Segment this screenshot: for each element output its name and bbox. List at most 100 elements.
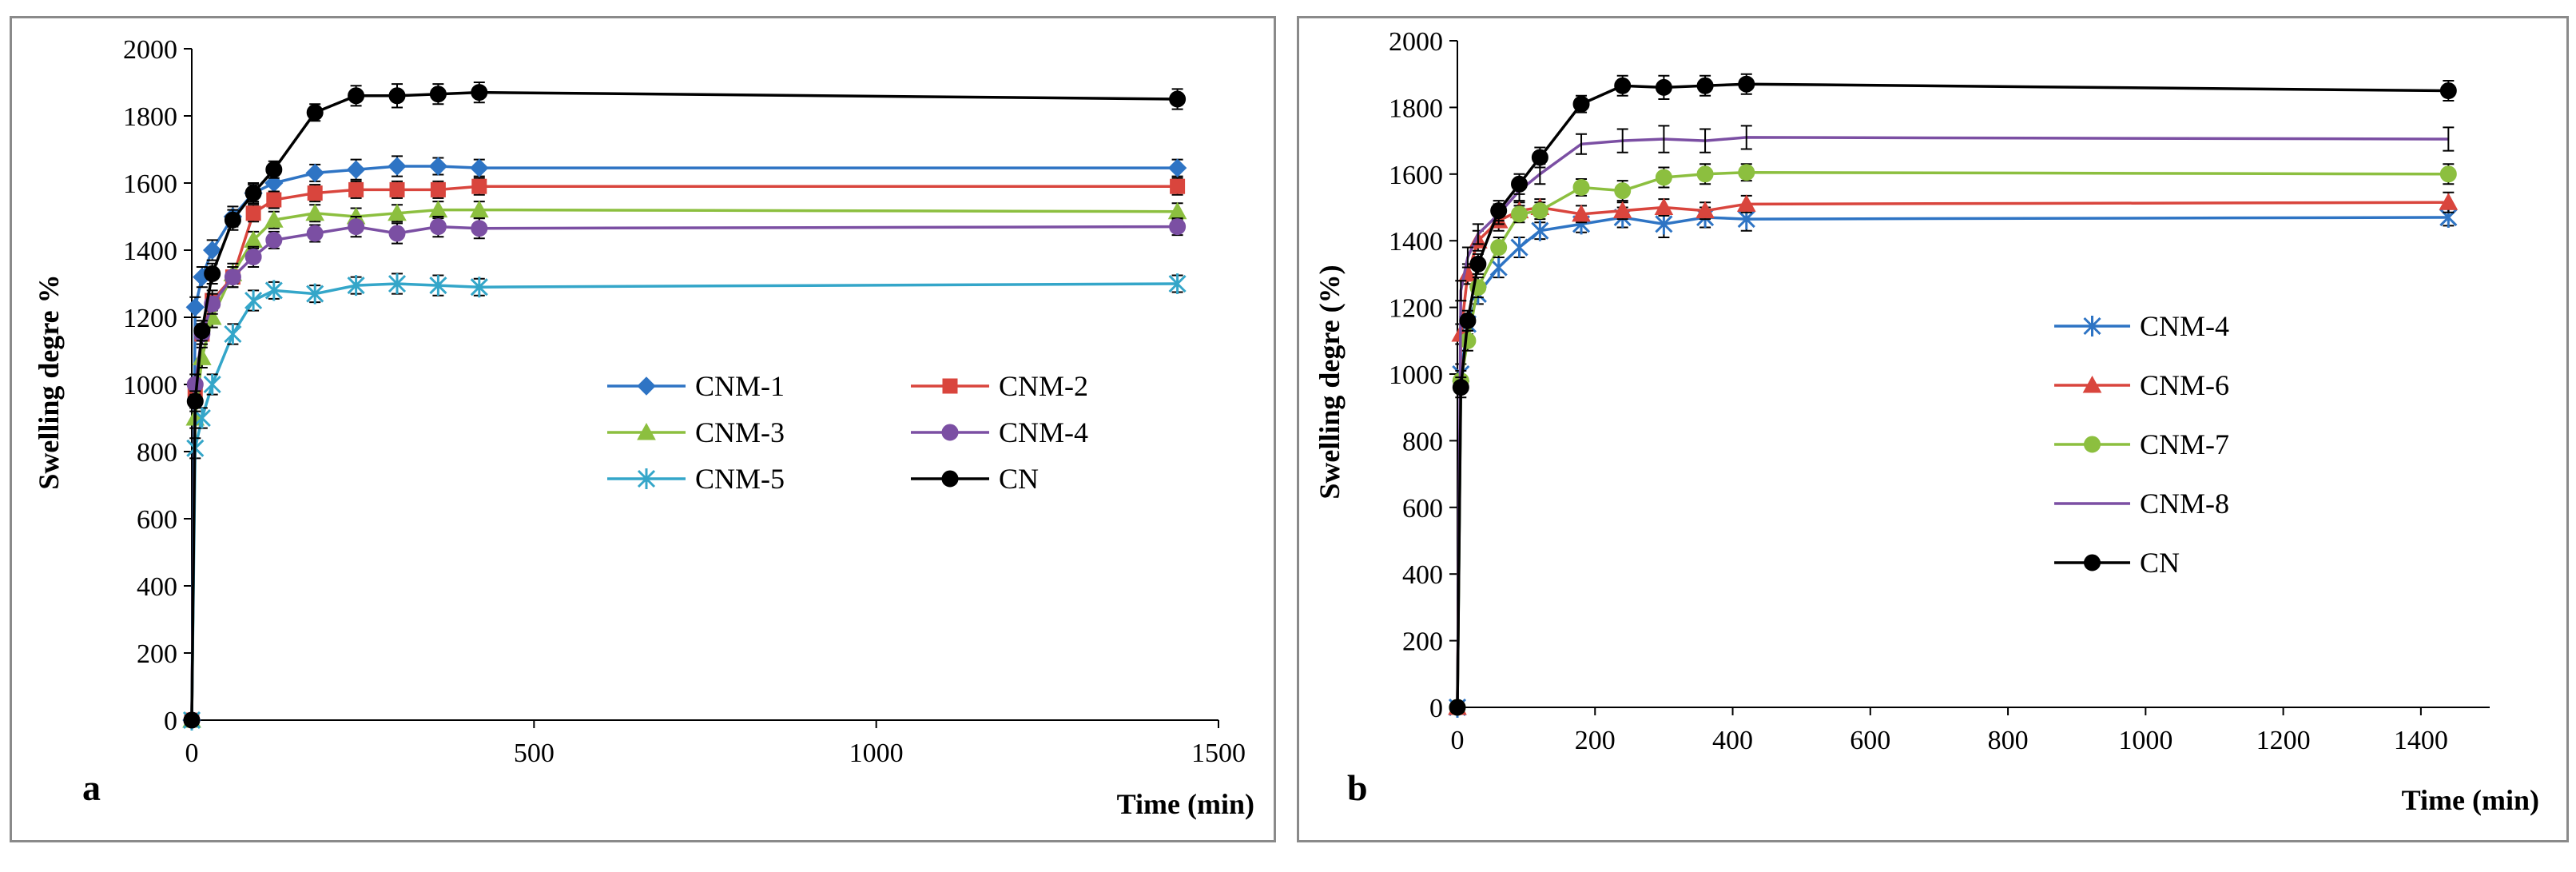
chart-b-legend-label-cnm-6: CNM-6 xyxy=(2140,369,2229,401)
chart-b-x-tick-label: 1400 xyxy=(2394,726,2448,755)
chart-a-legend-marker-cnm-5 xyxy=(637,468,656,489)
chart-b-point-cnm-7 xyxy=(1738,164,1755,181)
chart-a-point-cnm-5 xyxy=(347,275,365,297)
chart-b-point-cn xyxy=(1452,379,1469,396)
chart-b-error-bar xyxy=(1658,125,1670,153)
chart-a-legend-label-cnm-4: CNM-4 xyxy=(999,416,1088,448)
chart-a-point-cnm-2 xyxy=(307,185,323,201)
chart-b-y-tick-label: 400 xyxy=(1402,560,1443,590)
chart-a-point-cnm-4 xyxy=(471,220,488,237)
chart-b-point-cn xyxy=(1738,75,1755,93)
chart-a-y-tick-label: 2000 xyxy=(123,35,177,65)
chart-a-point-cnm-5 xyxy=(429,275,447,297)
chart-a-legend-label-cn: CN xyxy=(999,463,1039,495)
chart-b-point-cnm-4 xyxy=(1510,237,1529,258)
chart-a-point-cnm-5 xyxy=(264,280,283,301)
chart-b-y-tick-label: 1000 xyxy=(1389,360,1443,390)
chart-b-error-bar xyxy=(1455,280,1467,302)
chart-b-y-tick-label: 600 xyxy=(1402,494,1443,524)
chart-b-line-cnm-7 xyxy=(1456,170,2449,708)
chart-a-point-cnm-1 xyxy=(388,157,407,176)
chart-b-point-cnm-7 xyxy=(2439,165,2457,183)
chart-b-point-cn xyxy=(1572,95,1590,113)
chart-b-x-tick-label: 200 xyxy=(1575,726,1616,755)
chart-b-point-cn xyxy=(1469,255,1487,273)
chart-b-point-cnm-6 xyxy=(1736,194,1756,212)
chart-b-y-tick-label: 1400 xyxy=(1389,227,1443,257)
chart-b-point-cnm-7 xyxy=(1490,239,1508,257)
chart-b-legend-label-cn: CN xyxy=(2140,547,2180,579)
chart-a-y-tick-label: 1800 xyxy=(123,102,177,132)
chart-b-x-axis-title: Time (min) xyxy=(2402,784,2539,816)
chart-a-legend-marker-cnm-1 xyxy=(637,376,656,396)
chart-a-x-tick-label: 1500 xyxy=(1191,739,1246,768)
chart-b-y-tick-label: 200 xyxy=(1402,627,1443,657)
chart-b-legend-label-cnm-4: CNM-4 xyxy=(2140,310,2229,342)
chart-a-point-cnm-3 xyxy=(305,203,325,221)
chart-a-point-cnm-5 xyxy=(193,408,211,428)
chart-b-x-tick-label: 1200 xyxy=(2256,726,2311,755)
chart-a-point-cnm-5 xyxy=(244,290,263,311)
chart-a-point-cnm-3 xyxy=(469,200,489,218)
chart-b-series-cn xyxy=(1449,73,2457,716)
chart-a-series-cnm-5 xyxy=(182,273,1187,731)
chart-b-legend-marker-cnm-6 xyxy=(2082,375,2102,393)
chart-a-legend-marker-cnm-4 xyxy=(941,424,959,441)
chart-b-panel-letter: b xyxy=(1347,767,1368,808)
chart-b-y-tick-label: 1600 xyxy=(1389,161,1443,190)
chart-b-y-axis-title: Swelling degre (%) xyxy=(1314,265,1346,499)
chart-b-point-cnm-6 xyxy=(1572,204,1591,222)
chart-a-point-cn xyxy=(183,711,201,729)
chart-b-y-tick-label: 1200 xyxy=(1389,294,1443,324)
chart-b-y-tick-label: 2000 xyxy=(1389,27,1443,57)
chart-a-point-cn xyxy=(204,265,221,282)
chart-a-point-cnm-1 xyxy=(202,241,222,260)
chart-b-point-cn xyxy=(1614,77,1632,94)
chart-a-legend: CNM-1 CNM-2 CNM-3 CNM-4 CNM-5 CN xyxy=(607,370,1088,495)
chart-b-point-cnm-7 xyxy=(1459,332,1477,349)
chart-a-point-cnm-4 xyxy=(244,248,262,265)
chart-a-point-cn xyxy=(429,86,447,103)
chart-a-point-cnm-4 xyxy=(265,231,283,249)
chart-a-point-cnm-2 xyxy=(430,181,446,197)
chart-b-legend: CNM-4 CNM-6 CNM-7 CNM-8 CN xyxy=(2054,310,2229,579)
chart-b-series-cnm-4 xyxy=(1448,206,2458,718)
chart-a-point-cnm-1 xyxy=(305,163,324,183)
chart-a-point-cnm-2 xyxy=(266,192,282,208)
chart-a-point-cnm-4 xyxy=(306,225,324,242)
chart-b-point-cnm-6 xyxy=(2439,193,2459,210)
chart-a-y-tick-label: 800 xyxy=(137,438,177,468)
chart-b-legend-label-cnm-7: CNM-7 xyxy=(2140,428,2229,460)
chart-b-legend-marker-cnm-4 xyxy=(2083,316,2101,336)
chart-a-y-tick-label: 200 xyxy=(137,639,177,669)
chart-panel-a: 0 200 400 600 800 1000 1200 1400 1600 1800 2000 0 50… xyxy=(10,16,1276,842)
chart-a-point-cnm-2 xyxy=(389,181,405,197)
chart-a-y-tick-label: 1600 xyxy=(123,169,177,199)
chart-a-point-cnm-4 xyxy=(1169,218,1187,236)
chart-a-point-cnm-4 xyxy=(224,269,241,286)
chart-b-point-cn xyxy=(1511,175,1529,193)
chart-a-point-cnm-2 xyxy=(471,178,487,194)
chart-a-y-tick-label: 400 xyxy=(137,572,177,602)
chart-a-point-cn xyxy=(1169,90,1187,108)
chart-b-point-cnm-6 xyxy=(1695,201,1715,219)
chart-a-legend-label-cnm-1: CNM-1 xyxy=(695,370,785,402)
chart-a-x-tick-label: 1000 xyxy=(849,739,904,768)
chart-panel-b: 0 200 400 600 800 1000 1200 1400 1600 1800 2000 0 20… xyxy=(1297,16,2569,842)
chart-b-point-cnm-4 xyxy=(1655,213,1673,235)
chart-b-error-bar xyxy=(2443,126,2455,152)
chart-a-y-axis-title: Swelling degre % xyxy=(33,274,65,489)
chart-a-point-cnm-1 xyxy=(470,158,489,177)
chart-b-x-tick-label: 600 xyxy=(1850,726,1890,755)
chart-b-x-tick-label: 400 xyxy=(1712,726,1753,755)
chart-a-y-tick-label: 0 xyxy=(164,707,177,736)
chart-a-point-cn xyxy=(306,104,324,121)
chart-a-line-cnm-5 xyxy=(190,282,1178,721)
chart-b-legend-label-cnm-8: CNM-8 xyxy=(2140,488,2229,520)
chart-b-x-tick-label: 1000 xyxy=(2118,726,2173,755)
chart-b-x-tick-label: 0 xyxy=(1451,726,1465,755)
chart-b-point-cnm-6 xyxy=(1612,201,1632,219)
chart-b-point-cnm-6 xyxy=(1654,197,1674,215)
chart-b-point-cnm-7 xyxy=(1511,205,1529,223)
chart-a-point-cn xyxy=(193,322,211,340)
